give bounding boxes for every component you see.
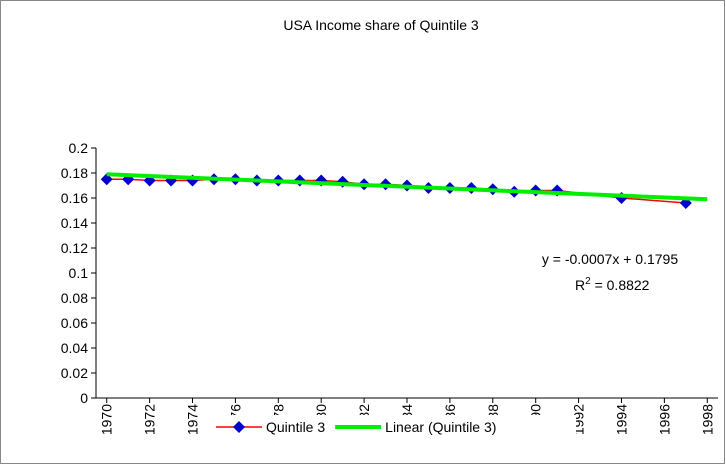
r-squared-part: 2 (585, 276, 591, 287)
y-tick-label: 0.02 (61, 365, 88, 381)
r-squared-part: = 0.8822 (591, 277, 650, 293)
r-squared: R2 = 0.8822 (575, 276, 650, 293)
trend-line (106, 172, 708, 202)
x-tick-label: 1994 (613, 404, 629, 435)
legend: Quintile 3 Linear (Quintile 3) (210, 415, 576, 439)
trend-equation: y = -0.0007x + 0.1795 (542, 251, 678, 267)
legend-box (210, 415, 576, 439)
y-tick-label: 0.18 (61, 165, 88, 181)
y-tick-label: 0 (80, 390, 88, 406)
y-tick-label: 0.1 (69, 265, 89, 281)
y-tick-label: 0.12 (61, 240, 88, 256)
x-tick-label: 1974 (185, 404, 201, 435)
y-tick-label: 0.14 (61, 215, 88, 231)
x-tick-label: 1998 (699, 404, 715, 435)
y-tick-label: 0.06 (61, 315, 88, 331)
y-tick-label: 0.16 (61, 190, 88, 206)
y-tick-label: 0.08 (61, 290, 88, 306)
x-tick-label: 1970 (99, 404, 115, 435)
x-tick-label: 1996 (656, 404, 672, 435)
y-tick-label: 0.2 (69, 140, 89, 156)
legend-label: Quintile 3 (266, 419, 325, 435)
y-tick-label: 0.04 (61, 340, 88, 356)
r-squared-part: R (575, 277, 585, 293)
chart-title: USA Income share of Quintile 3 (283, 17, 479, 33)
legend-marker (233, 421, 245, 433)
x-tick-label: 1972 (142, 404, 158, 435)
legend-label: Linear (Quintile 3) (385, 419, 496, 435)
